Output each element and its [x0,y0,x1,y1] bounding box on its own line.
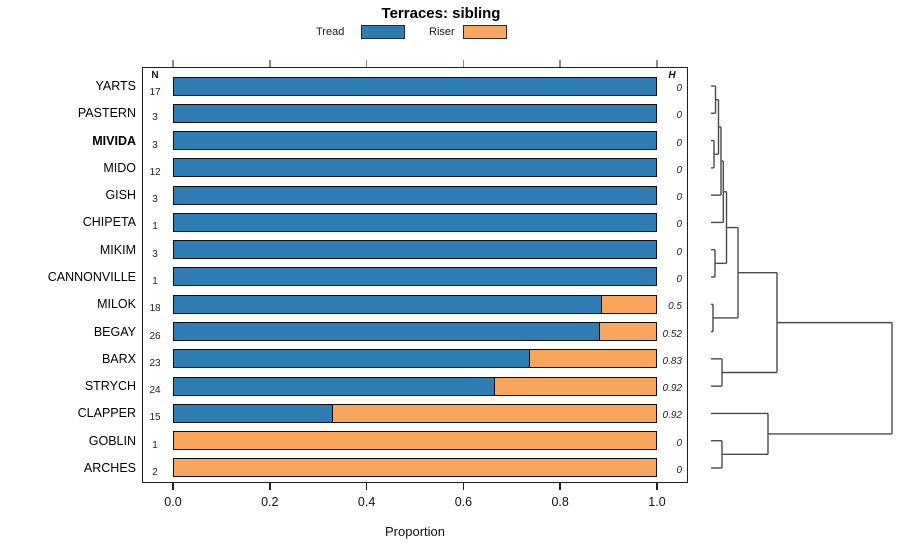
row-label-arches: ARCHES [83,460,136,475]
n-value: 15 [149,412,161,424]
n-value: 18 [149,303,161,315]
tread-segment [173,158,657,178]
h-value: 0 [676,192,682,204]
x-tick-label: 1.0 [648,495,666,509]
legend-swatch-riser [463,25,507,39]
x-axis-title: Proportion [385,524,445,539]
x-tick-top [172,60,174,67]
riser-segment [332,403,657,423]
h-column-header: H [668,70,676,81]
n-column-header: N [151,70,159,81]
h-value: 0 [676,273,682,285]
row-label-mivida: MIVIDA [92,133,136,148]
tread-segment [173,131,657,151]
x-tick-bottom [269,483,271,490]
row-label-goblin: GOBLIN [88,433,136,448]
x-tick-bottom [656,483,658,490]
legend-label-riser: Riser [429,26,455,38]
x-tick-label: 0.2 [261,495,279,509]
tread-segment [173,267,657,287]
chart-title: Terraces: sibling [381,5,501,22]
riser-segment [173,431,657,451]
h-value: 0 [676,164,682,176]
tread-segment [173,103,657,123]
n-value: 12 [149,166,161,178]
x-tick-top [559,60,561,67]
tread-segment [173,76,657,96]
riser-segment [599,322,657,342]
riser-segment [601,294,657,314]
n-value: 23 [149,357,161,369]
row-label-yarts: YARTS [95,79,136,93]
legend-label-tread: Tread [316,26,345,38]
n-value: 26 [149,330,161,342]
row-label-gish: GISH [105,188,136,203]
tread-segment [173,240,657,260]
legend-swatch-tread [361,25,405,39]
row-label-strych: STRYCH [84,379,136,394]
h-value: 0.92 [662,383,682,395]
h-value: 0 [676,464,682,476]
h-value: 0.5 [668,301,682,313]
x-tick-top [462,60,465,67]
n-value: 2 [152,466,158,478]
row-label-clapper: CLAPPER [77,406,136,421]
h-value: 0 [676,219,682,231]
n-value: 1 [152,439,158,451]
h-value: 0 [676,437,682,449]
h-value: 0 [676,83,682,94]
row-label-cannonville: CANNONVILLE [47,269,136,284]
x-tick-bottom [365,483,368,490]
n-value: 3 [152,248,158,260]
x-tick-bottom [172,483,174,490]
row-label-chipeta: CHIPETA [82,215,136,230]
x-tick-label: 0.4 [357,495,376,509]
n-value: 3 [152,112,158,124]
riser-segment [529,349,657,369]
n-value: 1 [152,221,158,233]
x-tick-label: 0.0 [164,495,182,509]
riser-segment [173,458,657,478]
n-value: 3 [152,194,158,206]
x-tick-top [365,60,368,67]
x-tick-label: 0.8 [551,495,569,509]
row-label-begay: BEGAY [93,324,136,339]
tread-segment [173,185,657,205]
n-value: 24 [149,385,161,397]
n-value: 3 [152,139,158,151]
x-tick-top [269,60,271,67]
h-value: 0 [676,246,682,258]
n-value: 1 [152,275,158,287]
h-value: 0.52 [662,328,682,340]
tread-segment [173,212,657,232]
h-value: 0.92 [662,410,682,422]
row-label-milok: MILOK [97,297,136,312]
row-label-barx: BARX [101,351,136,366]
x-tick-bottom [559,483,561,490]
row-label-pastern: PASTERN [77,106,136,121]
x-tick-top [656,60,658,67]
n-value: 17 [149,87,161,98]
row-label-mikim: MIKIM [99,242,136,257]
h-value: 0 [676,137,682,149]
x-tick-bottom [462,483,465,490]
row-label-mido: MIDO [103,160,136,175]
riser-segment [494,376,657,396]
h-value: 0.83 [662,355,682,367]
h-value: 0 [676,110,682,122]
plot-area [142,67,688,483]
x-tick-label: 0.6 [454,495,473,509]
